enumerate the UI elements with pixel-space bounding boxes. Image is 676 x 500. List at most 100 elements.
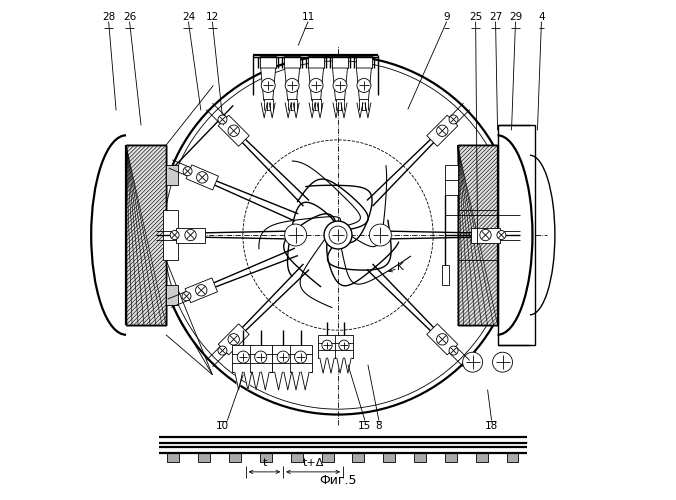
Circle shape	[228, 334, 239, 345]
Circle shape	[437, 334, 448, 345]
Polygon shape	[301, 372, 309, 390]
Bar	[441, 265, 449, 285]
Polygon shape	[308, 68, 324, 100]
Polygon shape	[261, 103, 267, 118]
Text: 12: 12	[206, 12, 219, 22]
Circle shape	[480, 230, 491, 240]
Circle shape	[158, 56, 518, 414]
Bar	[312, 100, 320, 110]
Bar	[332, 56, 348, 68]
Circle shape	[195, 284, 207, 296]
Text: 26: 26	[123, 12, 136, 22]
Polygon shape	[186, 165, 218, 190]
Polygon shape	[252, 372, 260, 390]
Text: 18: 18	[485, 420, 498, 430]
Bar	[352, 453, 364, 462]
Polygon shape	[471, 228, 500, 242]
Circle shape	[261, 78, 275, 92]
Bar	[289, 344, 312, 372]
Polygon shape	[274, 372, 283, 390]
Text: 10: 10	[216, 420, 229, 430]
Text: 29: 29	[509, 12, 522, 22]
Bar	[198, 453, 210, 462]
Circle shape	[255, 351, 267, 363]
Bar	[126, 146, 166, 325]
Bar	[308, 56, 324, 68]
Bar	[168, 453, 179, 462]
Bar	[229, 453, 241, 462]
Polygon shape	[320, 358, 327, 373]
Circle shape	[333, 78, 347, 92]
Bar	[126, 146, 166, 325]
Polygon shape	[244, 372, 251, 390]
Bar	[264, 100, 272, 110]
Polygon shape	[262, 372, 269, 390]
Circle shape	[228, 125, 239, 136]
Bar	[414, 453, 426, 462]
Polygon shape	[261, 68, 276, 100]
Bar	[445, 453, 457, 462]
Bar	[260, 56, 276, 68]
Bar	[498, 126, 535, 344]
Circle shape	[182, 292, 191, 300]
Polygon shape	[309, 103, 315, 118]
Polygon shape	[357, 103, 363, 118]
Circle shape	[309, 78, 323, 92]
Circle shape	[322, 340, 332, 350]
Polygon shape	[284, 372, 291, 390]
Circle shape	[185, 230, 196, 240]
Circle shape	[339, 340, 349, 350]
Bar	[458, 146, 498, 325]
Circle shape	[369, 224, 391, 246]
Polygon shape	[185, 278, 218, 302]
Polygon shape	[337, 358, 343, 373]
Text: Фиг.5: Фиг.5	[319, 474, 357, 487]
Bar	[249, 344, 272, 372]
Text: t: t	[262, 458, 266, 468]
Polygon shape	[293, 103, 299, 118]
Text: 11: 11	[301, 12, 315, 22]
Polygon shape	[345, 358, 351, 373]
Circle shape	[497, 230, 506, 239]
Circle shape	[218, 346, 227, 355]
Circle shape	[493, 352, 512, 372]
Bar	[291, 453, 303, 462]
Circle shape	[277, 351, 289, 363]
Circle shape	[170, 230, 179, 239]
Text: 25: 25	[469, 12, 482, 22]
Bar	[284, 56, 300, 68]
Polygon shape	[317, 103, 323, 118]
Text: 24: 24	[182, 12, 195, 22]
Bar	[166, 165, 178, 185]
Polygon shape	[235, 372, 243, 390]
Text: K: K	[397, 262, 404, 272]
Bar	[445, 165, 458, 195]
Bar	[164, 210, 178, 260]
Polygon shape	[427, 115, 458, 146]
Circle shape	[329, 226, 347, 244]
Bar	[383, 453, 395, 462]
Polygon shape	[333, 68, 347, 100]
Circle shape	[295, 351, 307, 363]
Bar	[458, 146, 498, 325]
Polygon shape	[356, 68, 371, 100]
Circle shape	[285, 78, 299, 92]
Polygon shape	[269, 103, 275, 118]
Bar	[272, 344, 294, 372]
Circle shape	[462, 352, 483, 372]
Text: 8: 8	[376, 420, 382, 430]
Bar	[506, 453, 518, 462]
Circle shape	[218, 115, 227, 124]
Text: 28: 28	[102, 12, 116, 22]
Circle shape	[324, 221, 352, 249]
Circle shape	[285, 224, 307, 246]
Polygon shape	[328, 358, 334, 373]
Polygon shape	[341, 103, 347, 118]
Circle shape	[449, 115, 458, 124]
Text: 4: 4	[538, 12, 545, 22]
Polygon shape	[365, 103, 371, 118]
Bar	[335, 335, 354, 358]
Bar	[360, 100, 368, 110]
Polygon shape	[292, 372, 300, 390]
Bar	[288, 100, 297, 110]
